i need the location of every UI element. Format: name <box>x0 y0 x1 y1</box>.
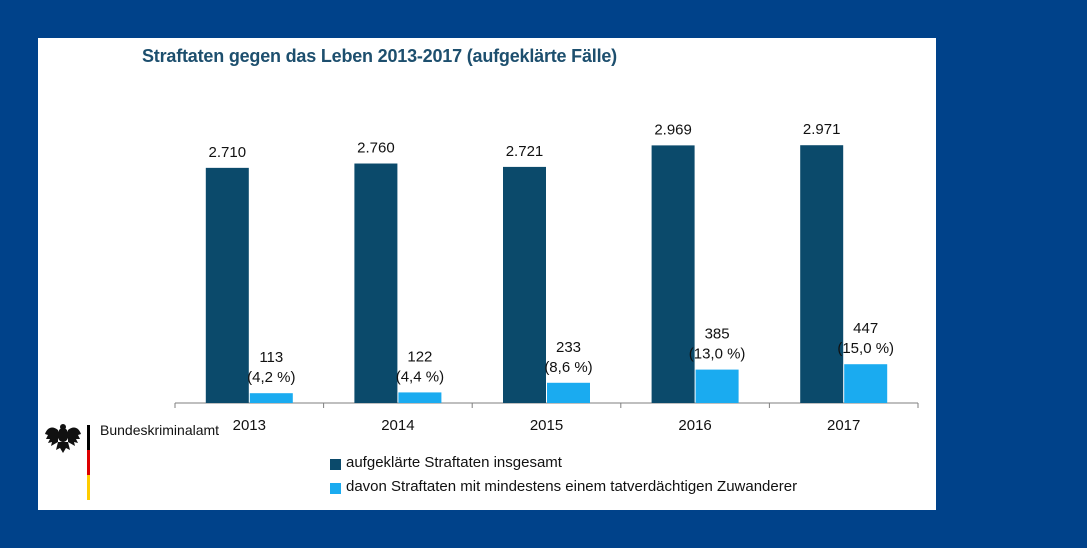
data-label-immigrant-percent-2013: (4,2 %) <box>247 369 295 386</box>
bar-immigrant-2014 <box>398 392 442 403</box>
data-label-immigrant-2016: 385 <box>705 326 730 343</box>
x-tick-label-2017: 2017 <box>827 417 860 434</box>
legend-swatch-total <box>330 459 341 470</box>
bar-chart: 2.710 113 (4,2 %) 2013 2.760 122 (4,4 %) 2014 2.… <box>174 121 919 434</box>
bar-immigrant-2016 <box>695 369 739 403</box>
x-tick-label-2016: 2016 <box>678 417 711 434</box>
data-label-immigrant-2015: 233 <box>556 339 581 356</box>
data-label-immigrant-2013: 113 <box>259 349 283 366</box>
data-label-immigrant-percent-2015: (8,6 %) <box>544 359 592 376</box>
data-label-total-2014: 2.760 <box>357 140 395 157</box>
data-label-total-2015: 2.721 <box>506 143 544 160</box>
bar-immigrant-2013 <box>249 393 293 403</box>
x-tick-label-2013: 2013 <box>233 417 266 434</box>
chart-panel: Straftaten gegen das Leben 2013-2017 (au… <box>38 38 936 510</box>
bar-total-2013 <box>205 167 249 403</box>
data-label-immigrant-percent-2014: (4,4 %) <box>396 368 444 385</box>
data-label-total-2013: 2.710 <box>209 144 247 161</box>
data-label-total-2016: 2.969 <box>654 121 692 138</box>
legend-label-immigrant: davon Straftaten mit mindestens einem ta… <box>346 478 798 495</box>
x-tick-label-2015: 2015 <box>530 417 563 434</box>
bar-total-2014 <box>354 163 398 403</box>
chart-title: Straftaten gegen das Leben 2013-2017 (au… <box>142 46 617 66</box>
bar-total-2017 <box>800 145 844 403</box>
data-label-immigrant-2017: 447 <box>853 320 878 337</box>
legend-label-total: aufgeklärte Straftaten insgesamt <box>346 454 562 471</box>
data-label-immigrant-2014: 122 <box>407 348 432 365</box>
bar-immigrant-2017 <box>844 364 888 403</box>
data-label-immigrant-percent-2016: (13,0 %) <box>689 346 746 363</box>
federal-eagle-icon <box>45 424 90 500</box>
data-label-total-2017: 2.971 <box>803 121 841 138</box>
organization-name: Bundeskriminalamt <box>100 422 220 438</box>
data-label-immigrant-percent-2017: (15,0 %) <box>837 340 894 357</box>
bar-total-2016 <box>651 145 695 404</box>
bar-immigrant-2015 <box>547 382 590 403</box>
bar-total-2015 <box>503 166 546 403</box>
bka-logo: Bundeskriminalamt <box>42 420 219 502</box>
x-tick-label-2014: 2014 <box>381 417 414 434</box>
legend-swatch-immigrant <box>330 483 341 494</box>
